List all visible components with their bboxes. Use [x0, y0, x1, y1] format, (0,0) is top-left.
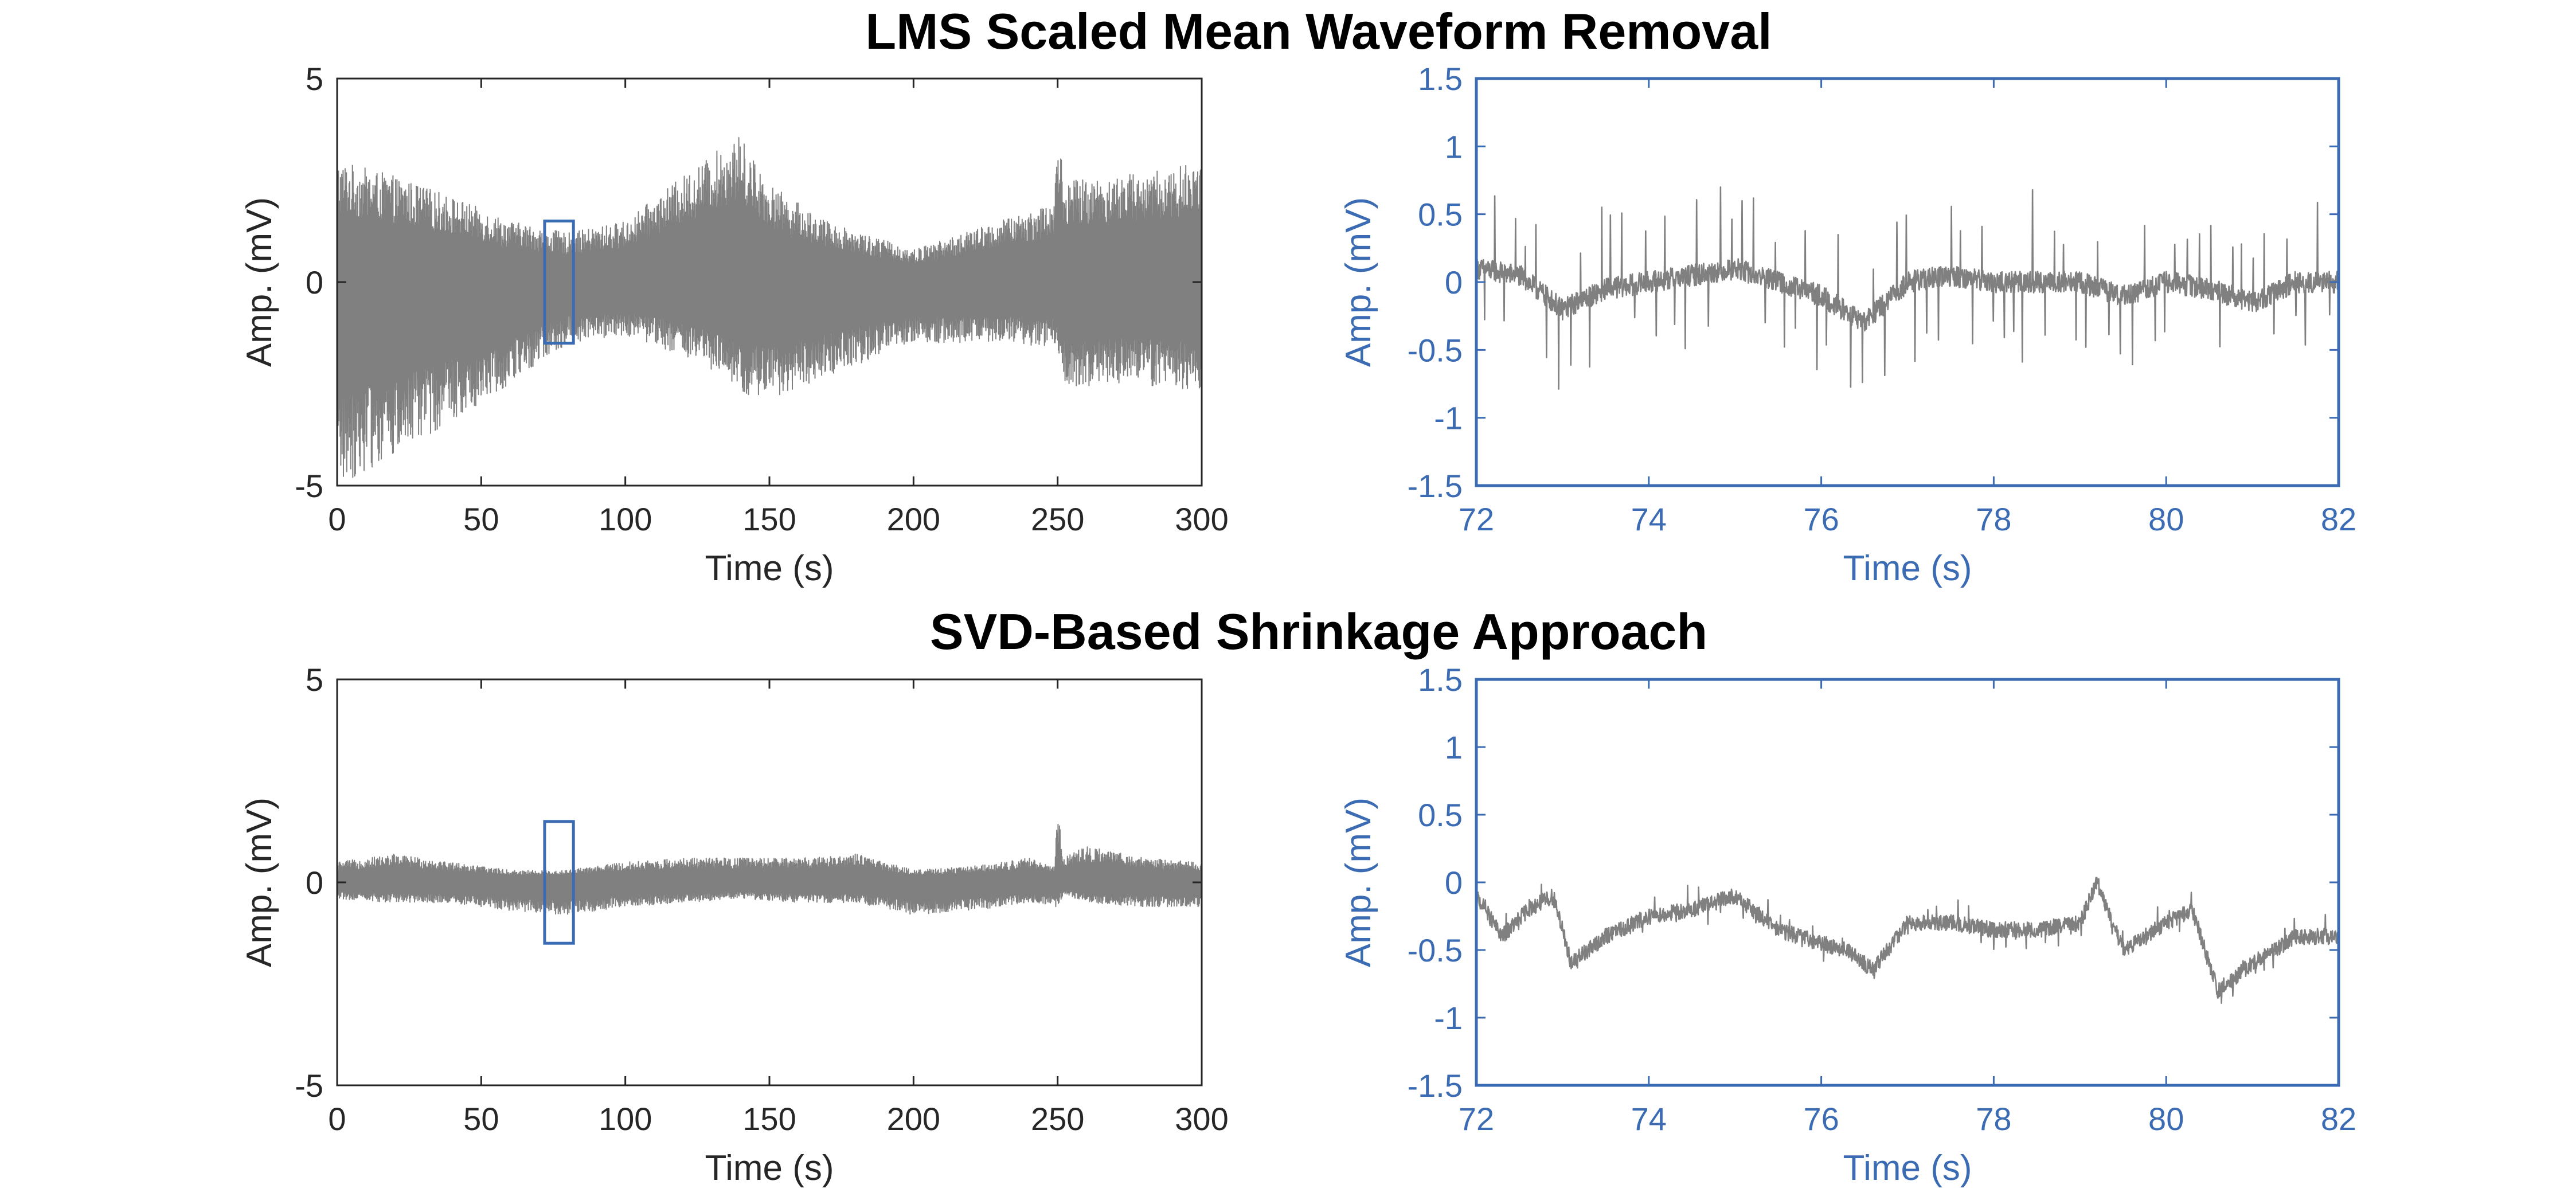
x-tick-label: 100: [599, 1101, 652, 1137]
x-tick-label: 74: [1631, 1101, 1667, 1137]
y-tick-label: -0.5: [1408, 932, 1463, 968]
y-axis-label: Amp. (mV): [1339, 798, 1378, 967]
signal-line: [337, 137, 1202, 478]
y-tick-label: 5: [306, 61, 323, 97]
x-tick-label: 50: [463, 501, 499, 537]
x-tick-label: 150: [742, 1101, 796, 1137]
y-tick-label: 5: [306, 662, 323, 698]
x-tick-label: 200: [887, 1101, 940, 1137]
x-tick-label: 80: [2148, 1101, 2184, 1137]
x-tick-label: 82: [2321, 1101, 2356, 1137]
x-tick-label: 300: [1175, 501, 1228, 537]
y-tick-label: 0: [306, 865, 323, 901]
y-tick-label: -1.5: [1408, 468, 1463, 504]
signal-line: [1476, 877, 2339, 1004]
y-tick-label: -1.5: [1408, 1068, 1463, 1104]
chart-lms-zoom: 72 74 76 78 80 82 -1.5 -1 -0.5 0 0.5 1 1.5 Time (s) Am…: [1339, 61, 2356, 588]
y-tick-label: -1: [1434, 400, 1463, 436]
axes-frame: [1475, 678, 2340, 1087]
y-tick-label: 0.5: [1418, 197, 1463, 233]
figure-title-svd: SVD-Based Shrinkage Approach: [930, 603, 1707, 660]
zoom-window-box: [543, 220, 575, 345]
x-tick-label: 300: [1175, 1101, 1228, 1137]
x-tick-label: 50: [463, 1101, 499, 1137]
y-axis-label: Amp. (mV): [240, 798, 279, 967]
x-tick-label: 74: [1631, 501, 1667, 537]
x-tick-label: 78: [1976, 501, 2011, 537]
x-tick-label: 76: [1803, 501, 1839, 537]
x-tick-label: 250: [1031, 501, 1084, 537]
y-tick-label: 1: [1445, 128, 1463, 165]
x-tick-label: 250: [1031, 1101, 1084, 1137]
x-tick-label: 76: [1803, 1101, 1839, 1137]
x-tick-label: 0: [328, 501, 346, 537]
zoom-window-box: [543, 820, 575, 945]
x-tick-label: 80: [2148, 501, 2184, 537]
y-tick-label: -1: [1434, 1000, 1463, 1036]
y-tick-label: 1.5: [1418, 662, 1463, 698]
x-tick-label: 200: [887, 501, 940, 537]
signal-line: [337, 824, 1202, 915]
x-tick-label: 100: [599, 501, 652, 537]
figure-title-lms: LMS Scaled Mean Waveform Removal: [865, 3, 1772, 60]
x-tick-label: 82: [2321, 501, 2356, 537]
x-tick-label: 0: [328, 1101, 346, 1137]
x-axis-label: Time (s): [1843, 549, 1972, 588]
y-tick-label: 1.5: [1418, 61, 1463, 97]
x-tick-label: 72: [1459, 501, 1494, 537]
y-tick-label: 0.5: [1418, 797, 1463, 833]
y-tick-label: -0.5: [1408, 332, 1463, 368]
y-tick-label: 0: [1445, 264, 1463, 300]
y-tick-label: -5: [295, 1068, 323, 1104]
x-axis-label: Time (s): [705, 549, 834, 588]
x-tick-label: 72: [1459, 1101, 1494, 1137]
x-tick-label: 78: [1976, 1101, 2011, 1137]
y-tick-label: -5: [295, 468, 323, 504]
y-tick-label: 0: [1445, 865, 1463, 901]
y-axis-label: Amp. (mV): [240, 197, 279, 367]
x-axis-label: Time (s): [1843, 1148, 1972, 1188]
y-tick-label: 0: [306, 264, 323, 300]
chart-svd-zoom: 72 74 76 78 80 82 -1.5 -1 -0.5 0 0.5 1 1.5 Time (s) Am…: [1339, 662, 2356, 1188]
y-tick-label: 1: [1445, 729, 1463, 765]
y-axis-label: Amp. (mV): [1339, 197, 1378, 367]
signal-line: [1476, 186, 2339, 390]
x-axis-label: Time (s): [705, 1148, 834, 1188]
x-tick-label: 150: [742, 501, 796, 537]
